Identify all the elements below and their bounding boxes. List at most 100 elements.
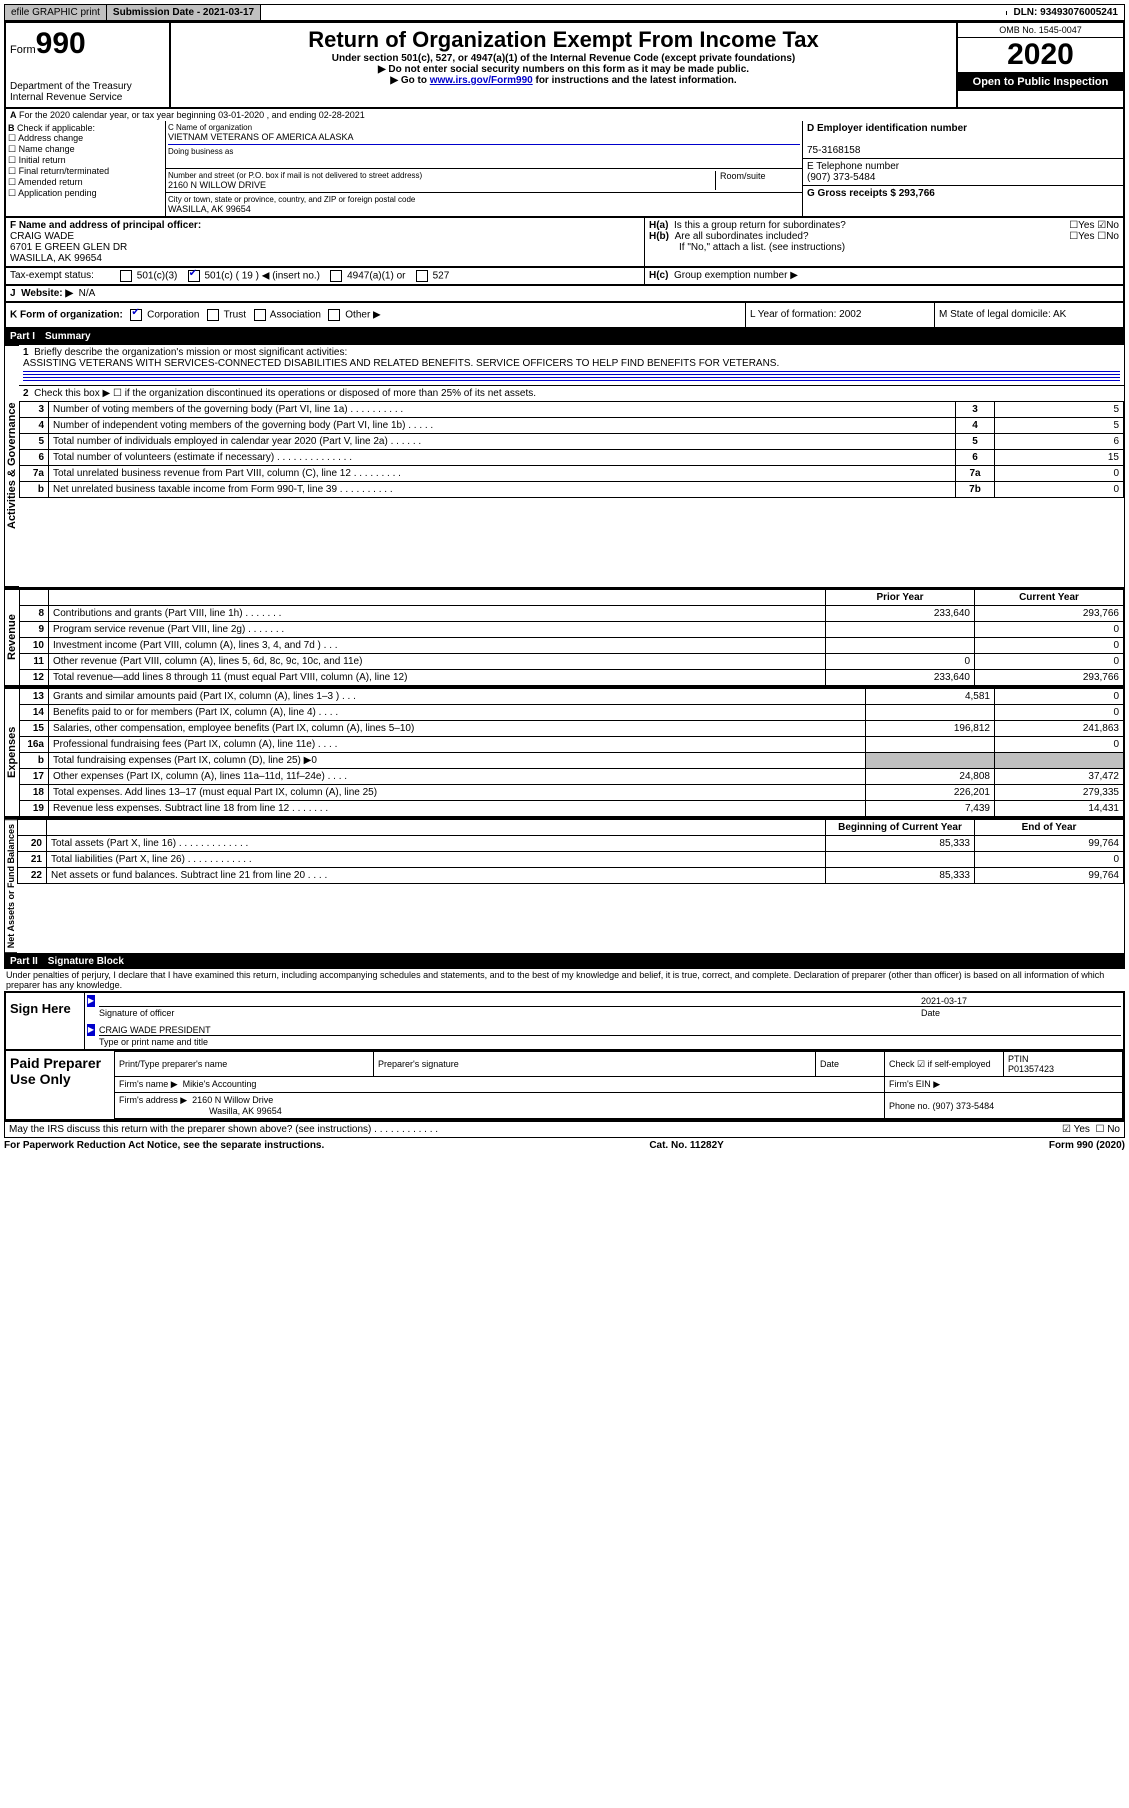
k-label: K Form of organization: — [10, 310, 123, 321]
dln-label: DLN: 93493076005241 — [1007, 5, 1124, 20]
line-box: 4 — [956, 418, 995, 434]
discuss-row: May the IRS discuss this return with the… — [4, 1121, 1125, 1138]
ha-text: Is this a group return for subordinates? — [674, 220, 846, 231]
prior-val: 233,640 — [826, 670, 975, 686]
officer-addr2: WASILLA, AK 99654 — [10, 253, 102, 264]
part2-num: Part II — [10, 956, 38, 967]
opt-5[interactable]: ☐ Application pending — [8, 188, 163, 199]
footer-l: For Paperwork Reduction Act Notice, see … — [4, 1140, 324, 1151]
ein: 75-3168158 — [807, 145, 860, 156]
footer: For Paperwork Reduction Act Notice, see … — [4, 1138, 1125, 1153]
expenses-section: Expenses 13Grants and similar amounts pa… — [4, 687, 1125, 818]
sig-name: CRAIG WADE PRESIDENT — [99, 1025, 1121, 1036]
line-num: 13 — [20, 689, 49, 705]
te-label: Tax-exempt status: — [6, 268, 114, 284]
opt-0[interactable]: ☐ Address change — [8, 133, 163, 144]
blank-field — [261, 11, 1007, 15]
col-current: Current Year — [975, 590, 1124, 606]
line-a-text: For the 2020 calendar year, or tax year … — [19, 110, 365, 120]
submission-date-button[interactable]: Submission Date - 2021-03-17 — [107, 5, 261, 20]
part2-title: Signature Block — [48, 956, 124, 967]
prior-val — [826, 852, 975, 868]
prep-name-h: Print/Type preparer's name — [115, 1052, 374, 1077]
addr-label: Firm's address ▶ — [119, 1095, 187, 1105]
form-label: Form — [10, 44, 36, 56]
opt-3[interactable]: ☐ Final return/terminated — [8, 166, 163, 177]
current-val: 241,863 — [995, 721, 1124, 737]
opt-4[interactable]: ☐ Amended return — [8, 177, 163, 188]
discuss-yn[interactable]: ☑ Yes ☐ No — [1062, 1124, 1120, 1135]
vert-net: Net Assets or Fund Balances — [5, 819, 17, 953]
hb2: If "No," attach a list. (see instruction… — [649, 242, 1119, 253]
line-desc: Revenue less expenses. Subtract line 18 … — [49, 801, 866, 817]
dept-label: Department of the Treasury — [10, 81, 165, 92]
dba-label: Doing business as — [168, 147, 800, 156]
opt-1[interactable]: ☐ Name change — [8, 144, 163, 155]
line-box: 3 — [956, 402, 995, 418]
form990-link[interactable]: www.irs.gov/Form990 — [430, 75, 533, 86]
opt-2[interactable]: ☐ Initial return — [8, 155, 163, 166]
line-desc: Total number of volunteers (estimate if … — [49, 450, 956, 466]
website: J Website: ▶ N/A — [6, 286, 1123, 301]
d-label: D Employer identification number — [807, 123, 967, 134]
line-num: 18 — [20, 785, 49, 801]
firm-ein: Firm's EIN ▶ — [885, 1077, 1123, 1093]
cb-501c[interactable] — [188, 270, 200, 282]
hb-text: Are all subordinates included? — [675, 231, 809, 242]
addr-label: Number and street (or P.O. box if mail i… — [168, 171, 715, 180]
line-box: 5 — [956, 434, 995, 450]
blocks-fh: F Name and address of principal officer:… — [4, 218, 1125, 268]
block-b: B Check if applicable: ☐ Address change … — [6, 121, 166, 216]
prior-val — [826, 622, 975, 638]
line-num: 6 — [20, 450, 49, 466]
rev-table: Prior YearCurrent Year 8Contributions an… — [19, 589, 1124, 686]
current-val: 37,472 — [995, 769, 1124, 785]
cb-trust[interactable] — [207, 309, 219, 321]
line-num: 4 — [20, 418, 49, 434]
block-e: E Telephone number (907) 373-5484 — [803, 159, 1123, 186]
line-desc: Total assets (Part X, line 16) . . . . .… — [47, 836, 826, 852]
te-opts: 501(c)(3) 501(c) ( 19 ) ◀ (insert no.) 4… — [114, 268, 645, 284]
current-val: 0 — [975, 654, 1124, 670]
prior-val — [866, 705, 995, 721]
org-name: VIETNAM VETERANS OF AMERICA ALASKA — [168, 132, 800, 142]
top-bar: efile GRAPHIC print Submission Date - 20… — [4, 4, 1125, 21]
line-box: 7b — [956, 482, 995, 498]
cb-527[interactable] — [416, 270, 428, 282]
line-desc: Number of voting members of the governin… — [49, 402, 956, 418]
l-501c3: 501(c)(3) — [137, 271, 178, 282]
sig-name-label: Type or print name and title — [99, 1037, 208, 1047]
line-m: M State of legal domicile: AK — [935, 303, 1123, 327]
divider — [23, 380, 1120, 381]
officer-name: CRAIG WADE — [10, 231, 74, 242]
cb-4947[interactable] — [330, 270, 342, 282]
line1: 1 Briefly describe the organization's mi… — [19, 345, 1124, 386]
shade — [866, 753, 995, 769]
l-527: 527 — [433, 271, 450, 282]
cb-other[interactable] — [328, 309, 340, 321]
cb-assoc[interactable] — [254, 309, 266, 321]
opt-initial: Initial return — [19, 155, 66, 165]
addr1: 2160 N Willow Drive — [192, 1095, 273, 1105]
vert-rev: Revenue — [5, 589, 19, 686]
divider — [23, 377, 1120, 378]
prep-check[interactable]: Check ☑ if self-employed — [885, 1052, 1004, 1077]
line-num: 8 — [20, 606, 49, 622]
line-num: 9 — [20, 622, 49, 638]
footer-r: Form 990 (2020) — [1049, 1140, 1125, 1151]
line-desc: Other revenue (Part VIII, column (A), li… — [49, 654, 826, 670]
current-val: 0 — [975, 852, 1124, 868]
header: Form990 Department of the Treasury Inter… — [4, 21, 1125, 109]
line-num: 16a — [20, 737, 49, 753]
arrow-icon: ▶ — [87, 995, 95, 1007]
col-end: End of Year — [975, 820, 1124, 836]
l-4947: 4947(a)(1) or — [347, 271, 405, 282]
cb-corp[interactable] — [130, 309, 142, 321]
line-num: 17 — [20, 769, 49, 785]
line-val: 0 — [995, 482, 1124, 498]
line-desc: Other expenses (Part IX, column (A), lin… — [49, 769, 866, 785]
efile-button[interactable]: efile GRAPHIC print — [5, 5, 107, 20]
cb-501c3[interactable] — [120, 270, 132, 282]
line-num: 3 — [20, 402, 49, 418]
tax-year: 2020 — [1007, 38, 1074, 71]
